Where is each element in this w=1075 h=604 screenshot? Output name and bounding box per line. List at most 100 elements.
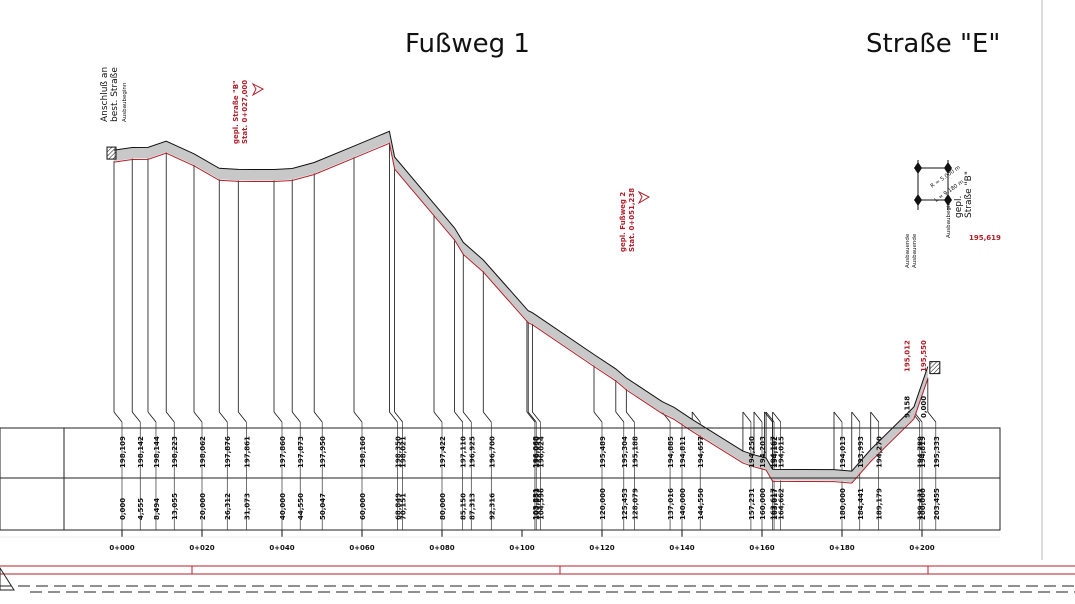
elevation-label: 194,162 [771, 436, 779, 468]
elevation-label: 198,350 [394, 436, 402, 468]
elevation-label: 194,789 [917, 436, 925, 468]
elevation-label: 194,203 [759, 436, 767, 468]
station-label: 163,017 [771, 488, 779, 520]
axis-tick-label: 0+140 [669, 544, 694, 552]
station-label: 189,179 [876, 488, 884, 520]
station-label: 137,016 [667, 488, 675, 520]
elevation-label: 194,885 [667, 436, 675, 468]
data-band: 198,109 0,000 198,142 4,555 198,144 8,494 198,… [0, 340, 1001, 531]
fussweg2-marker-icon [637, 190, 651, 205]
station-label: 20,000 [199, 493, 207, 520]
elevation-label: 198,160 [359, 436, 367, 468]
station-label: 162,617 [769, 488, 777, 520]
station-label: 103,553 [533, 488, 541, 520]
station-label: 184,441 [857, 488, 865, 520]
start-hatch [106, 146, 117, 160]
elevation-label: 195,304 [621, 436, 629, 468]
station-label: 120,000 [599, 488, 607, 520]
elevation-label: 197,110 [460, 436, 468, 468]
elevation-label: 198,223 [171, 436, 179, 468]
station-verticals [113, 142, 937, 530]
band-frame [0, 427, 1001, 531]
elevation-label: 198,142 [137, 436, 145, 468]
profile-top-line [113, 130, 929, 472]
elevation-label: 197,950 [319, 436, 327, 468]
elevation-label: 195,333 [933, 436, 941, 468]
main-title: Fußweg 1 [405, 29, 530, 59]
start-label-sub: Ausbaubeginn [122, 82, 128, 122]
station-label: 70,151 [400, 493, 408, 520]
mid-value-label: 9,158 [904, 396, 912, 418]
end-label: gepl. Straße "B" Ausbaubeginn Ausbauende… [905, 171, 974, 268]
station-axis: 0+000 0+020 0+040 0+060 0+080 0+100 0+120 0+140… [0, 530, 1000, 552]
station-label: 200,000 [919, 488, 927, 520]
station-label: 128,079 [631, 488, 639, 520]
profile-band [106, 130, 941, 484]
end-label-sub: Ausbaubeginn [946, 198, 952, 238]
elevation-label: 194,250 [748, 436, 756, 468]
elevation-label: 194,015 [778, 436, 786, 468]
station-label: 92,316 [488, 493, 496, 520]
elevation-label: 198,021 [400, 436, 408, 468]
elevation-label: 196,700 [488, 436, 496, 468]
elevation-label: 194,819 [919, 436, 927, 468]
station-label: 125,453 [621, 488, 629, 520]
axis-tick-label: 0+160 [749, 544, 774, 552]
station-label: 8,494 [153, 498, 161, 520]
elevation-label: 197,876 [224, 436, 232, 468]
elevation-label: 196,925 [468, 436, 476, 468]
red-mark-label: 195,550 [920, 340, 928, 372]
profile-red-line [113, 142, 929, 484]
elevation-label: 194,013 [839, 436, 847, 468]
elevation-label: 196,068 [532, 436, 540, 468]
elevation-label: 197,861 [243, 436, 251, 468]
ausbauende-label-2: Ausbauende [912, 233, 918, 268]
station-label: 160,000 [759, 488, 767, 520]
start-label: Anschluß an best. Straße Ausbaubeginn [100, 67, 128, 122]
elevation-label: 195,188 [631, 436, 639, 468]
station-label: 0,000 [119, 498, 127, 520]
station-label: 104,596 [537, 488, 545, 520]
axis-tick-label: 0+120 [589, 544, 614, 552]
station-label: 13,055 [171, 493, 179, 520]
station-label: 157,231 [748, 488, 756, 520]
elevation-label: 194,270 [876, 436, 884, 468]
station-label: 85,150 [460, 493, 468, 520]
axis-tick-label: 0+200 [909, 544, 934, 552]
station-label: 60,000 [359, 493, 367, 520]
axis-tick-label: 0+020 [189, 544, 214, 552]
station-label: 103,231 [532, 488, 540, 520]
start-label-2: best. Straße [110, 67, 120, 122]
elevation-label: 196,024 [537, 436, 545, 468]
elevation-label: 194,167 [769, 436, 777, 468]
station-label: 164,662 [778, 488, 786, 520]
profile-fill [114, 131, 928, 483]
road-b-label-2: Stat. 0+027,000 [241, 80, 249, 144]
ausbauende-label-1: Ausbauende [905, 233, 911, 268]
elevation-label: 193,993 [857, 436, 865, 468]
elevation-label: 198,109 [119, 436, 127, 468]
start-label-1: Anschluß an [100, 67, 110, 122]
red-mark-label: 195,012 [904, 340, 912, 372]
curve-start-icon [914, 162, 922, 174]
axis-tick-label: 0+000 [109, 544, 134, 552]
station-label: 26,312 [224, 493, 232, 520]
station-label: 31,073 [243, 493, 251, 520]
elevation-label: 198,062 [199, 436, 207, 468]
station-label: 50,047 [319, 493, 327, 520]
elevation-label: 194,657 [697, 436, 705, 468]
station-label: 87,313 [468, 493, 476, 520]
elevation-label: 197,860 [279, 436, 287, 468]
fussweg2-label-2: Stat. 0+051,238 [628, 188, 636, 252]
axis-tick-label: 0+060 [349, 544, 374, 552]
end-hatch [929, 361, 941, 375]
right-title: Straße "E" [866, 29, 1000, 59]
axis-tick-label: 0+180 [829, 544, 854, 552]
axis-tick-label: 0+080 [429, 544, 454, 552]
end-value-label: 195,619 [969, 234, 1001, 242]
road-b-label-1: gepl. Straße "B" [232, 80, 240, 144]
elevation-label: 196,050 [533, 436, 541, 468]
elevation-label: 198,144 [153, 436, 161, 468]
elevation-label: 194,811 [679, 436, 687, 468]
